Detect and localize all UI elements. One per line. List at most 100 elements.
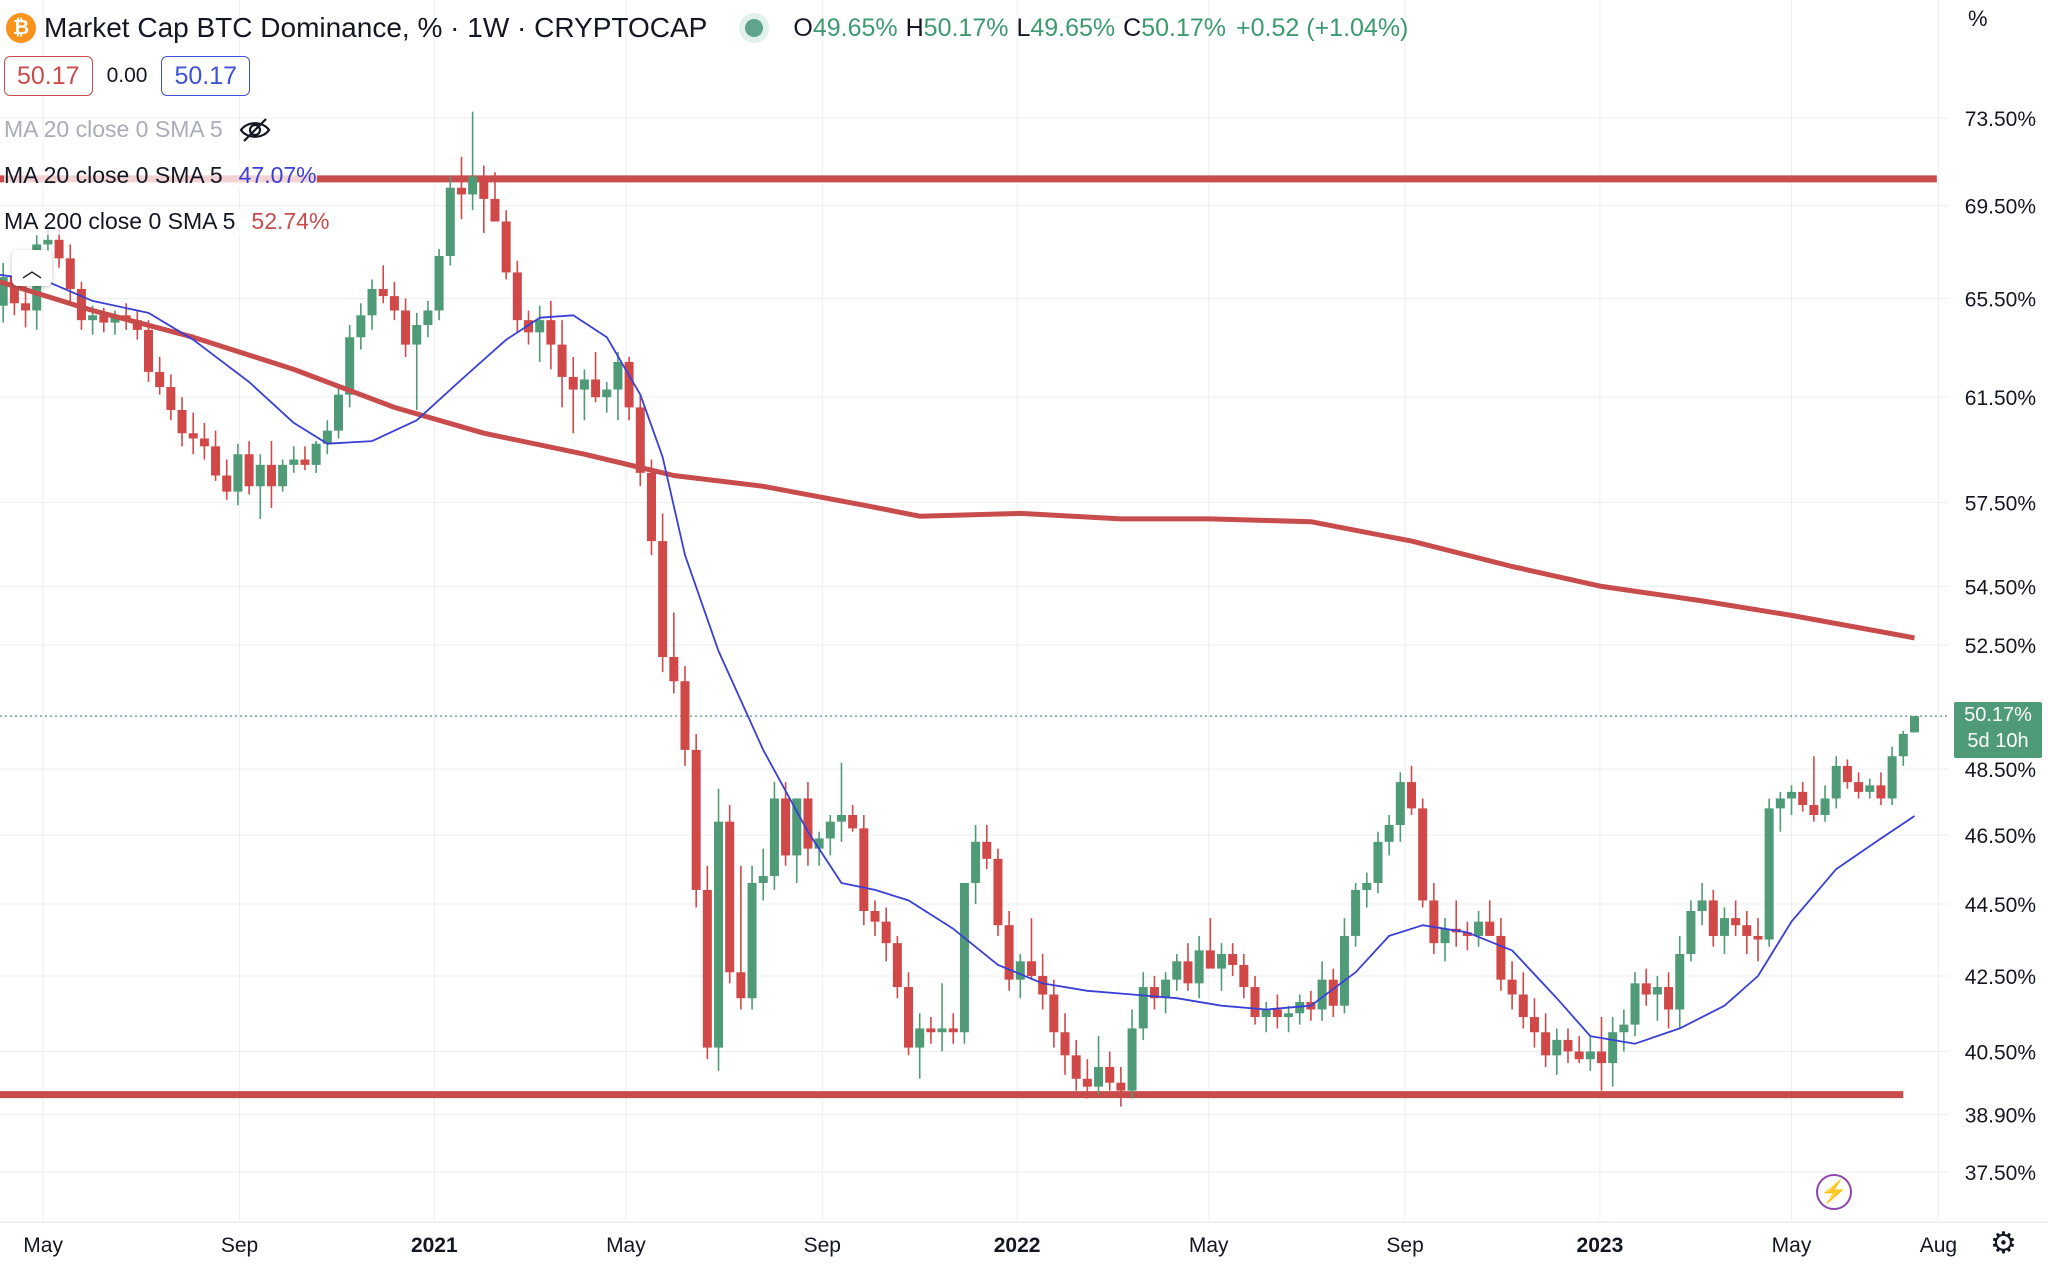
gear-icon[interactable]: ⚙ <box>1990 1227 2017 1260</box>
candle <box>456 156 466 220</box>
candle <box>65 244 75 304</box>
y-tick-label: 37.50% <box>1965 1162 2036 1185</box>
candle <box>132 310 142 340</box>
candle-body <box>1708 900 1718 936</box>
indicator-ma20-hidden[interactable]: MA 20 close 0 SMA 5 <box>4 116 271 143</box>
candle-body <box>1876 785 1886 799</box>
candle <box>1082 1059 1092 1099</box>
candle-body <box>803 798 813 849</box>
candle <box>222 459 232 500</box>
candle <box>1216 943 1226 991</box>
chart-header: ₿ Market Cap BTC Dominance, % · 1W · CRY… <box>6 8 1408 48</box>
candle <box>1351 882 1361 947</box>
price-axis[interactable]: 73.50% 69.50% 65.50% 61.50% 57.50% 54.50% 52.5… <box>1948 0 2048 1267</box>
time-axis[interactable]: May Sep 2021 May Sep 2022 May Sep 2023 May Aug <box>0 1221 2048 1257</box>
candle <box>1049 979 1059 1048</box>
candle-body <box>1239 964 1249 988</box>
x-tick-label: May <box>1189 1234 1229 1257</box>
chevron-up-icon: ︿ <box>22 259 42 282</box>
candle-body <box>1261 1009 1271 1018</box>
candle-body <box>1373 841 1383 883</box>
eye-off-icon[interactable] <box>239 117 271 143</box>
ohlc-open-key: O <box>793 13 813 42</box>
candle <box>1026 918 1036 980</box>
candle <box>1474 910 1484 947</box>
candle <box>266 441 276 508</box>
candle <box>1708 889 1718 947</box>
price-axis-background <box>1948 0 2048 1267</box>
candle-body <box>1228 954 1238 965</box>
y-tick-label: 73.50% <box>1965 108 2036 131</box>
ohlc-close: 50.17% <box>1141 13 1227 42</box>
candle-body <box>1496 935 1506 980</box>
candle-body <box>1429 900 1439 944</box>
candle <box>401 298 411 357</box>
symbol-title[interactable]: Market Cap BTC Dominance, % · 1W · CRYPT… <box>44 12 708 43</box>
candle-body <box>65 258 75 289</box>
candle <box>1272 994 1282 1029</box>
candle <box>769 782 779 890</box>
candle <box>188 412 198 455</box>
trade-price-row: 50.17 0.00 50.17 <box>4 56 250 96</box>
ohlc-open: 49.65% <box>812 13 898 42</box>
sell-price-button[interactable]: 50.17 <box>4 56 93 96</box>
ohlc-high-key: H <box>905 13 924 42</box>
ma20-line <box>0 273 1916 1045</box>
candle-body <box>1194 950 1204 984</box>
axis-unit-label: % <box>1968 6 1988 31</box>
lightning-icon[interactable]: ⚡ <box>1816 1174 1852 1210</box>
candle-body <box>278 464 288 487</box>
y-tick-label: 40.50% <box>1965 1041 2036 1064</box>
candle <box>1529 998 1539 1048</box>
candle-body <box>1060 1032 1070 1056</box>
buy-price-button[interactable]: 50.17 <box>161 56 250 96</box>
candle <box>512 260 522 333</box>
y-tick-label: 69.50% <box>1965 196 2036 219</box>
candle <box>1384 815 1394 856</box>
candle-body <box>479 176 489 199</box>
candle-body <box>211 446 221 476</box>
candle-body <box>1250 987 1260 1018</box>
candle <box>1619 1009 1629 1052</box>
candle-body <box>1641 983 1651 995</box>
y-tick-label: 57.50% <box>1965 493 2036 516</box>
bar-countdown: 5d 10h <box>1967 730 2029 753</box>
candle <box>1060 1013 1070 1075</box>
candle-body <box>1842 765 1852 783</box>
candle-body <box>1731 918 1741 926</box>
indicator-ma20[interactable]: MA 20 close 0 SMA 5 47.07% <box>4 162 317 189</box>
candle <box>971 825 981 904</box>
candle <box>356 303 366 350</box>
x-tick-label: 2023 <box>1577 1234 1624 1257</box>
candle <box>1887 746 1897 806</box>
candle-body <box>1652 987 1662 995</box>
candle-body <box>1015 961 1025 980</box>
candle <box>1842 759 1852 789</box>
candle <box>389 281 399 321</box>
candle-body <box>468 176 478 195</box>
candle <box>736 865 746 1010</box>
candle <box>1753 918 1763 962</box>
candle-body <box>1149 987 1159 999</box>
candle <box>244 441 254 495</box>
ohlc-values: O 49.65% H 50.17% L 49.65% C 50.17% +0.52 (+… <box>785 14 1408 43</box>
candle <box>1004 910 1014 991</box>
indicator-ma200[interactable]: MA 200 close 0 SMA 5 52.74% <box>4 208 330 235</box>
candle-body <box>188 433 198 439</box>
candle <box>1697 882 1707 926</box>
candle-body <box>21 303 31 311</box>
candle <box>143 320 153 382</box>
candle-body <box>132 320 142 330</box>
collapse-legend-button[interactable]: ︿ <box>12 250 52 286</box>
candle-body <box>1127 1028 1137 1091</box>
candle-body <box>255 464 265 487</box>
candle-body <box>591 379 601 398</box>
candle-body <box>546 320 556 345</box>
candle <box>646 459 656 556</box>
candle <box>1641 968 1651 1006</box>
candle-body <box>9 277 19 304</box>
candle-body <box>948 1028 958 1033</box>
candle-body <box>1284 1013 1294 1018</box>
candle <box>557 320 567 408</box>
